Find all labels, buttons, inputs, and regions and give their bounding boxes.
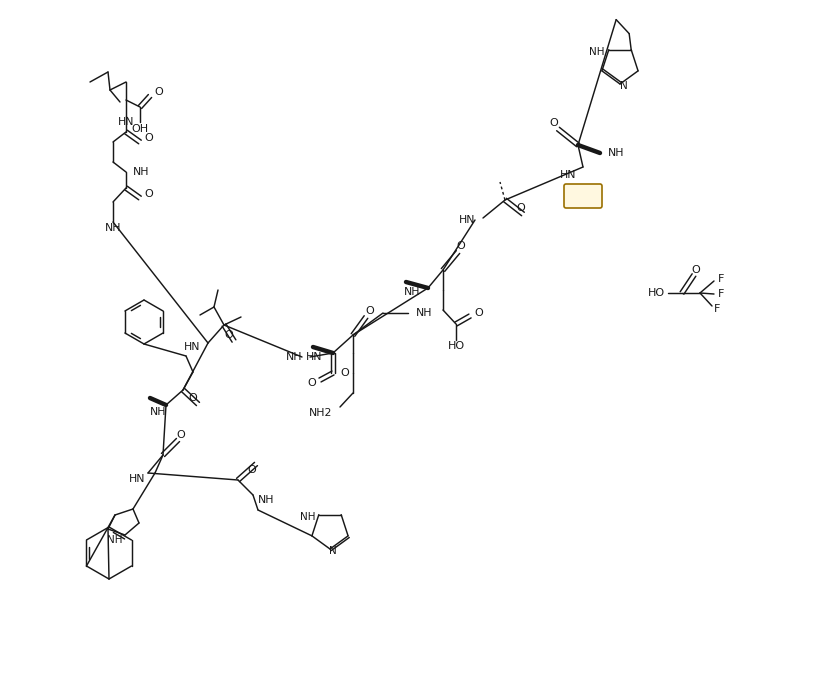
Text: O: O (144, 133, 153, 143)
Text: HN: HN (118, 117, 135, 127)
Text: O: O (517, 203, 525, 213)
Text: F: F (718, 274, 725, 284)
Text: OH: OH (131, 124, 149, 134)
Text: NH: NH (258, 495, 274, 505)
Text: HO: HO (447, 341, 465, 351)
Text: O: O (549, 118, 558, 128)
Text: NH: NH (106, 535, 122, 545)
Text: O: O (189, 393, 198, 403)
Text: O: O (366, 306, 375, 316)
Text: NH: NH (589, 46, 605, 57)
Text: NH: NH (133, 167, 150, 177)
Text: O: O (691, 265, 701, 275)
Text: O: O (177, 430, 185, 440)
Text: HN: HN (559, 170, 576, 180)
Text: NH2: NH2 (308, 408, 332, 418)
Text: O: O (224, 330, 234, 340)
Text: O: O (474, 308, 483, 318)
Text: N: N (620, 81, 628, 91)
Text: O: O (340, 368, 349, 378)
Text: HN: HN (129, 474, 145, 484)
Text: O: O (154, 87, 163, 97)
Text: NH: NH (608, 148, 625, 158)
Text: HN: HN (306, 352, 322, 362)
Text: NH: NH (150, 407, 166, 417)
Text: Abs: Abs (573, 191, 593, 201)
Text: F: F (718, 289, 725, 299)
Text: O: O (307, 378, 316, 388)
Text: NH: NH (404, 287, 420, 297)
Text: O: O (248, 465, 257, 475)
Text: N: N (329, 546, 337, 556)
FancyBboxPatch shape (564, 184, 602, 208)
Text: NH: NH (105, 223, 121, 233)
Text: NH: NH (416, 308, 432, 318)
Text: F: F (714, 304, 720, 314)
Text: HN: HN (184, 342, 200, 352)
Text: HN: HN (459, 215, 475, 225)
Text: HO: HO (648, 288, 665, 298)
Text: O: O (144, 189, 153, 199)
Text: O: O (456, 241, 465, 251)
Text: NH: NH (300, 512, 316, 522)
Text: NH: NH (286, 352, 302, 362)
